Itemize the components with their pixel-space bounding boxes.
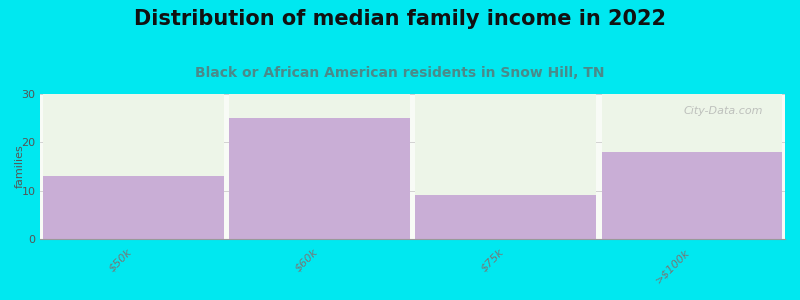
Bar xyxy=(415,94,596,239)
Bar xyxy=(230,118,410,239)
Bar xyxy=(415,195,596,239)
Bar xyxy=(602,152,782,239)
Bar xyxy=(230,94,410,239)
Text: Black or African American residents in Snow Hill, TN: Black or African American residents in S… xyxy=(195,66,605,80)
Bar xyxy=(43,176,224,239)
Y-axis label: families: families xyxy=(15,145,25,188)
Text: Distribution of median family income in 2022: Distribution of median family income in … xyxy=(134,9,666,29)
Text: City-Data.com: City-Data.com xyxy=(683,106,762,116)
Bar xyxy=(43,94,224,239)
Bar xyxy=(602,94,782,239)
